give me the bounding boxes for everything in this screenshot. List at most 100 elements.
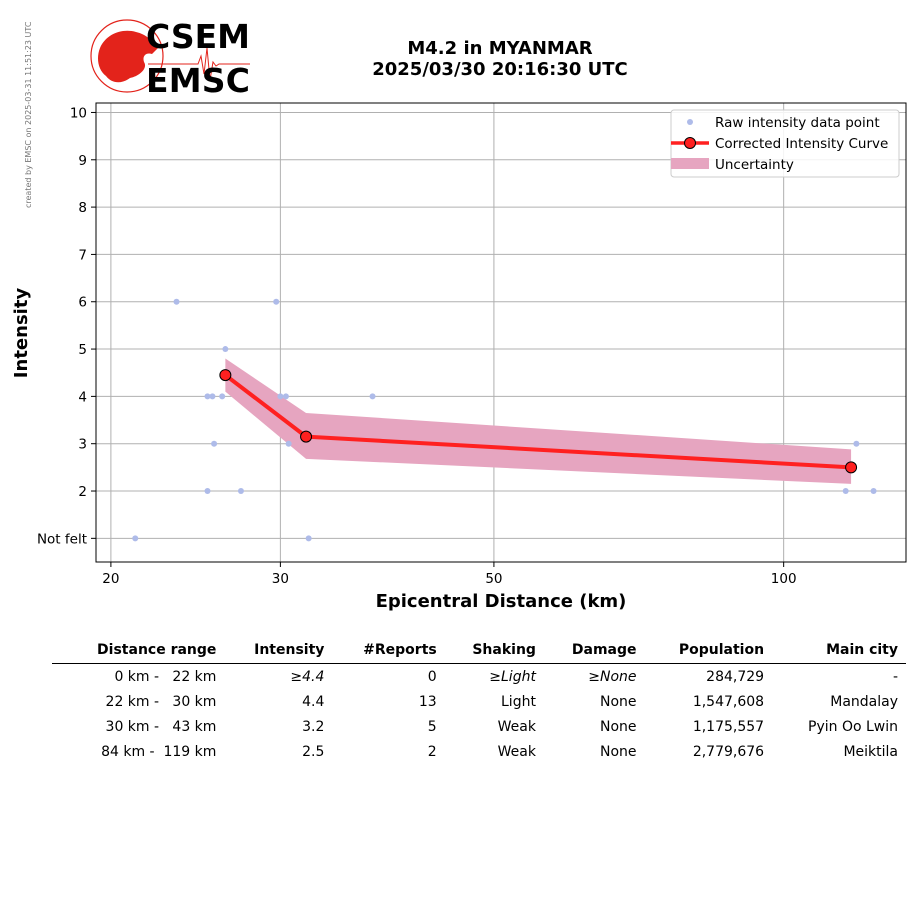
shaking-cell: Light — [501, 693, 536, 710]
y-tick-label: 6 — [78, 295, 87, 311]
chart-title-line2: 2025/03/30 20:16:30 UTC — [372, 59, 628, 80]
population-cell: 1,175,557 — [692, 718, 765, 735]
raw-data-point — [204, 488, 211, 495]
damage-cell: None — [599, 718, 637, 735]
raw-data-point — [237, 488, 244, 495]
legend: Raw intensity data point Corrected Inten… — [670, 109, 900, 178]
column-header: Main city — [772, 640, 906, 664]
y-tick-label: 5 — [78, 342, 87, 358]
logo-line1: CSEM — [146, 18, 250, 56]
y-tick-label: 7 — [78, 247, 87, 263]
raw-data-point — [282, 393, 289, 400]
uncertainty-layer — [225, 358, 852, 484]
intensity-cell: 4.4 — [302, 693, 325, 710]
damage-cell: None — [599, 693, 637, 710]
table-row: 0 km - 22 km ≥4.4 0 ≥Light ≥None 284,729… — [52, 664, 906, 690]
distance-cell: 84 km - 119 km — [101, 743, 217, 760]
reports-cell: 0 — [427, 668, 437, 685]
damage-cell: ≥None — [588, 668, 637, 685]
column-header: Distance range — [52, 640, 225, 664]
table-header-row: Distance range Intensity #Reports Shakin… — [52, 640, 906, 664]
column-header: Shaking — [444, 640, 544, 664]
raw-data-point — [285, 440, 292, 447]
logo-continent-icon — [98, 30, 158, 83]
tick-layer: 20 30 50 100 Not felt 2 3 4 5 6 7 8 9 10 — [37, 105, 797, 587]
shaking-cell: Weak — [497, 718, 536, 735]
shaking-cell: Weak — [497, 743, 536, 760]
column-header: #Reports — [332, 640, 445, 664]
raw-data-point — [853, 440, 860, 447]
raw-data-point — [277, 393, 284, 400]
intensity-cell: ≥4.4 — [290, 668, 325, 685]
raw-data-point — [222, 346, 229, 353]
y-tick-label: Not felt — [37, 531, 87, 547]
raw-data-point — [369, 393, 376, 400]
curve-point — [219, 369, 232, 382]
side-note: created by EMSC on 2025-03-31 11:51:23 U… — [24, 21, 33, 208]
x-axis-label: Epicentral Distance (km) — [376, 591, 627, 612]
curve-layer — [219, 369, 858, 474]
legend-curve-label: Corrected Intensity Curve — [715, 136, 888, 152]
uncertainty-band — [225, 358, 852, 484]
table-row: 22 km - 30 km 4.4 13 Light None 1,547,60… — [52, 689, 906, 714]
table-row: 30 km - 43 km 3.2 5 Weak None 1,175,557 … — [52, 714, 906, 739]
intensity-table: Distance range Intensity #Reports Shakin… — [52, 640, 906, 764]
city-cell: Pyin Oo Lwin — [808, 718, 898, 735]
reports-cell: 13 — [418, 693, 437, 710]
curve-point — [845, 461, 858, 474]
column-header: Population — [644, 640, 773, 664]
column-header: Intensity — [224, 640, 333, 664]
raw-data-point — [870, 488, 877, 495]
distance-cell: 22 km - 30 km — [105, 693, 217, 710]
distance-cell: 30 km - 43 km — [105, 718, 217, 735]
damage-cell: None — [599, 743, 637, 760]
logo-seismogram-icon — [148, 47, 250, 81]
y-tick-label: 2 — [78, 484, 87, 500]
raw-data-point — [219, 393, 226, 400]
reports-cell: 2 — [427, 743, 437, 760]
intensity-cell: 3.2 — [302, 718, 325, 735]
table-row: 84 km - 119 km 2.5 2 Weak None 2,779,676… — [52, 739, 906, 764]
legend-curve-marker — [684, 137, 696, 149]
y-tick-label: 10 — [70, 105, 87, 121]
city-cell: Mandalay — [830, 693, 898, 710]
raw-data-point — [132, 535, 139, 542]
chart-title: M4.2 in MYANMAR 2025/03/30 20:16:30 UTC — [300, 38, 700, 80]
raw-points-layer — [132, 298, 877, 542]
intensity-chart: 20 30 50 100 Not felt 2 3 4 5 6 7 8 9 10 Epicentral D… — [11, 102, 907, 612]
legend-raw-marker — [687, 119, 693, 125]
logo-globe-icon — [90, 19, 164, 93]
reports-cell: 5 — [427, 718, 437, 735]
distance-cell: 0 km - 22 km — [114, 668, 217, 685]
x-tick-label: 20 — [102, 571, 119, 587]
logo-line2: EMSC — [146, 61, 250, 98]
x-tick-label: 30 — [272, 571, 289, 587]
population-cell: 1,547,608 — [692, 693, 765, 710]
raw-data-point — [273, 298, 280, 305]
x-tick-label: 50 — [485, 571, 502, 587]
y-tick-label: 9 — [78, 153, 87, 169]
legend-band-swatch — [671, 158, 709, 169]
intensity-cell: 2.5 — [302, 743, 325, 760]
raw-data-point — [173, 298, 180, 305]
city-cell: - — [892, 668, 898, 685]
side-note-text: created by EMSC on 2025-03-31 11:51:23 U… — [24, 21, 33, 208]
y-tick-label: 4 — [78, 389, 87, 405]
raw-data-point — [305, 535, 312, 542]
legend-band-label: Uncertainty — [715, 157, 794, 173]
raw-data-point — [842, 488, 849, 495]
population-cell: 284,729 — [706, 668, 765, 685]
raw-data-point — [209, 393, 216, 400]
y-tick-label: 3 — [78, 437, 87, 453]
chart-title-line1: M4.2 in MYANMAR — [407, 38, 593, 59]
y-axis-label: Intensity — [11, 288, 32, 379]
raw-data-point — [204, 393, 211, 400]
x-tick-label: 100 — [771, 571, 797, 587]
shaking-cell: ≥Light — [489, 668, 536, 685]
csem-emsc-logo: CSEM EMSC — [90, 18, 250, 98]
curve-point — [300, 430, 313, 443]
column-header: Damage — [543, 640, 645, 664]
raw-data-point — [211, 440, 218, 447]
legend-raw-label: Raw intensity data point — [715, 115, 880, 131]
city-cell: Meiktila — [843, 743, 898, 760]
